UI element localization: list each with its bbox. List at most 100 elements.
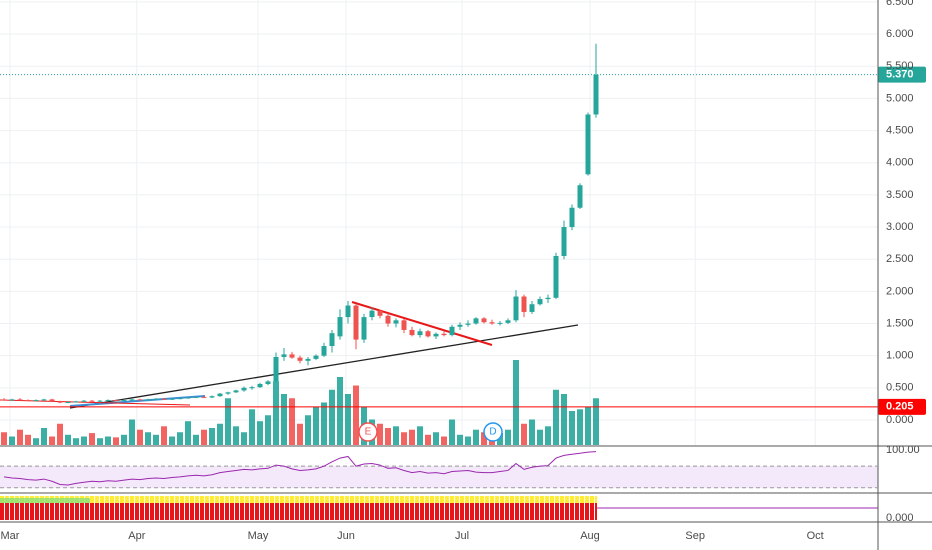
y-tick-label: 1.500 bbox=[886, 317, 914, 329]
price-badge-label: 0.205 bbox=[886, 401, 914, 413]
volume-bar bbox=[313, 406, 319, 445]
candle-body bbox=[585, 114, 591, 175]
volume-bar bbox=[425, 434, 431, 445]
candle-body bbox=[65, 401, 71, 403]
volume-bar bbox=[9, 436, 15, 445]
y-tick-label: 4.000 bbox=[886, 157, 914, 169]
candle-body bbox=[209, 396, 215, 398]
volume-bar bbox=[545, 426, 551, 445]
x-tick-label: Mar bbox=[1, 530, 20, 542]
candle-body bbox=[337, 317, 343, 337]
candle-body bbox=[137, 399, 143, 401]
candle-body bbox=[17, 399, 23, 401]
candle-body bbox=[73, 401, 79, 403]
x-tick-label: Apr bbox=[128, 530, 145, 542]
oscillator-bars bbox=[0, 498, 90, 503]
volume-bar bbox=[65, 434, 71, 445]
candle-body bbox=[369, 310, 375, 318]
volume-bar bbox=[89, 433, 95, 445]
candle-body bbox=[289, 354, 295, 358]
candle-body bbox=[409, 329, 415, 336]
volume-bar bbox=[289, 398, 295, 445]
volume-bar bbox=[129, 419, 135, 445]
volume-bar bbox=[401, 432, 407, 445]
rsi-tick-label: 100.00 bbox=[886, 444, 920, 456]
volume-bar bbox=[169, 436, 175, 445]
y-tick-label: 5.500 bbox=[886, 60, 914, 72]
candle-body bbox=[505, 320, 511, 323]
volume-bar bbox=[409, 429, 415, 445]
candle-body bbox=[417, 331, 423, 336]
volume-bar bbox=[353, 385, 359, 445]
event-marker[interactable]: E bbox=[358, 422, 378, 442]
event-marker[interactable]: D bbox=[483, 422, 503, 442]
volume-bar bbox=[593, 398, 599, 445]
volume-bar bbox=[441, 436, 447, 445]
volume-bar bbox=[329, 389, 335, 445]
candle-body bbox=[25, 400, 31, 402]
candle-body bbox=[225, 392, 231, 394]
volume-bar bbox=[225, 398, 231, 445]
candle-body bbox=[433, 333, 439, 337]
x-tick-label: Aug bbox=[580, 530, 600, 542]
osc-tick-label: 0.000 bbox=[886, 512, 914, 524]
volume-bar bbox=[17, 429, 23, 445]
candle-body bbox=[537, 299, 543, 305]
candle-body bbox=[265, 381, 271, 384]
price-badge bbox=[878, 66, 926, 83]
volume-bar bbox=[473, 429, 479, 445]
x-tick-label: Jun bbox=[337, 530, 355, 542]
candle-body bbox=[89, 400, 95, 402]
candle-body bbox=[113, 400, 119, 402]
volume-bar bbox=[377, 423, 383, 445]
candle-body bbox=[145, 399, 151, 401]
candle-body bbox=[321, 346, 327, 356]
volume-bar bbox=[273, 381, 279, 445]
candle-body bbox=[593, 74, 599, 115]
volume-bar bbox=[81, 436, 87, 445]
volume-bar bbox=[337, 377, 343, 445]
candle-body bbox=[49, 399, 55, 402]
y-tick-label: 2.000 bbox=[886, 285, 914, 297]
candle-body bbox=[465, 323, 471, 325]
volume-bar bbox=[249, 409, 255, 445]
candle-body bbox=[241, 387, 247, 391]
candle-body bbox=[177, 398, 183, 400]
volume-bar bbox=[345, 394, 351, 445]
candle-body bbox=[305, 358, 311, 361]
candle-body bbox=[449, 326, 455, 336]
candle-body bbox=[41, 399, 47, 401]
volume bbox=[1, 360, 599, 445]
volume-bar bbox=[41, 428, 47, 445]
y-tick-label: 0.500 bbox=[886, 382, 914, 394]
candle-body bbox=[345, 305, 351, 318]
candle-body bbox=[97, 400, 103, 402]
trendline bbox=[69, 395, 206, 407]
candle-body bbox=[481, 318, 487, 323]
volume-bar bbox=[137, 429, 143, 445]
y-tick-label: 6.000 bbox=[886, 28, 914, 40]
volume-bar bbox=[281, 394, 287, 445]
volume-bar bbox=[257, 421, 263, 445]
candle-body bbox=[473, 318, 479, 324]
trendline bbox=[0, 399, 191, 406]
price-badge-label: 5.370 bbox=[886, 69, 914, 81]
candle-body bbox=[353, 305, 359, 340]
volume-bar bbox=[393, 426, 399, 445]
candle-body bbox=[169, 398, 175, 400]
candle-body bbox=[233, 390, 239, 393]
volume-bar bbox=[185, 421, 191, 445]
candle-body bbox=[361, 317, 367, 340]
y-tick-label: 6.500 bbox=[886, 0, 914, 8]
grid bbox=[0, 0, 878, 446]
candle-body bbox=[33, 400, 39, 402]
volume-bar bbox=[585, 406, 591, 445]
axes: 0.000 0.500 1.000 1.500 2.000 2.500 3.000 3.500… bbox=[1, 0, 920, 542]
trendline bbox=[69, 324, 579, 409]
volume-bar bbox=[497, 433, 503, 445]
candle-body bbox=[129, 399, 135, 401]
volume-bar bbox=[537, 429, 543, 445]
volume-bar bbox=[113, 437, 119, 445]
candle-body bbox=[297, 357, 303, 361]
